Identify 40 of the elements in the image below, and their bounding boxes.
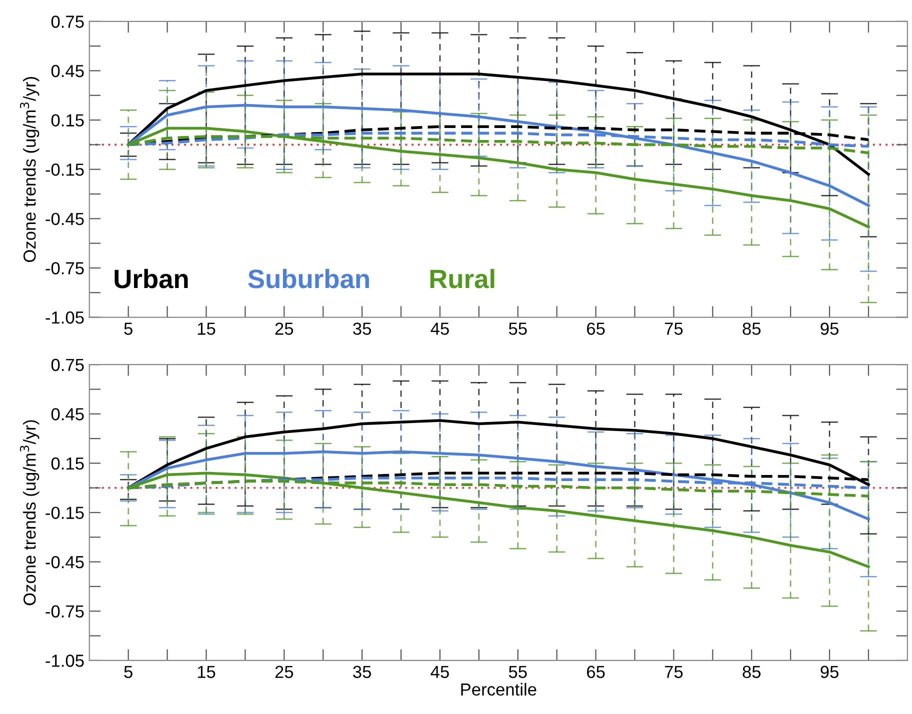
- x-axis-title: Percentile: [461, 682, 536, 696]
- x-tick-label: 35: [353, 666, 371, 678]
- x-tick-label: 55: [508, 322, 527, 335]
- x-tick-label: 65: [587, 666, 605, 678]
- text: Urban: [114, 268, 188, 288]
- x-tick-label: 95: [820, 322, 838, 335]
- x-tick-label: 95: [820, 666, 838, 678]
- x-tick-label: 25: [275, 322, 294, 335]
- y-tick-label: -0.75: [46, 605, 84, 618]
- y-tick-label: -1.05: [46, 311, 84, 324]
- x-tick-label: 75: [664, 322, 683, 335]
- y-tick-label: 0.15: [51, 114, 84, 126]
- x-tick-label: 5: [124, 322, 132, 335]
- text: Suburban: [248, 268, 369, 288]
- y-tick-label: 0.15: [51, 457, 84, 470]
- y-tick-label: 0.75: [51, 16, 84, 28]
- x-tick-label: 45: [430, 322, 449, 335]
- y-tick-label: -0.45: [46, 212, 84, 226]
- x-tick-label: 45: [430, 666, 449, 678]
- y-axis-title: Ozone trends (ug/m$^{3}$/yr): [20, 420, 40, 606]
- y-tick-label: -0.45: [46, 556, 84, 568]
- y-tick-label: -0.75: [46, 262, 84, 274]
- x-tick-label: 25: [275, 666, 294, 678]
- y-axis-title: Ozone trends (ug/m$^{3}$/yr): [20, 77, 40, 262]
- y-tick-label: 0.45: [51, 408, 84, 420]
- y-tick-label: -1.05: [46, 654, 84, 667]
- x-tick-label: 15: [198, 666, 216, 678]
- x-tick-label: 65: [587, 322, 605, 335]
- text: Rural: [430, 268, 494, 288]
- y-tick-label: -0.15: [46, 506, 84, 519]
- x-tick-label: 5: [124, 666, 132, 678]
- x-tick-label: 15: [198, 322, 216, 335]
- x-tick-label: 55: [508, 666, 527, 678]
- y-tick-label: 0.75: [51, 358, 84, 372]
- x-tick-label: 75: [664, 666, 683, 678]
- y-tick-label: -0.15: [46, 164, 84, 176]
- x-tick-label: 85: [742, 666, 761, 678]
- y-tick-label: 0.45: [51, 64, 84, 78]
- x-tick-label: 35: [353, 322, 371, 335]
- x-tick-label: 85: [742, 322, 761, 335]
